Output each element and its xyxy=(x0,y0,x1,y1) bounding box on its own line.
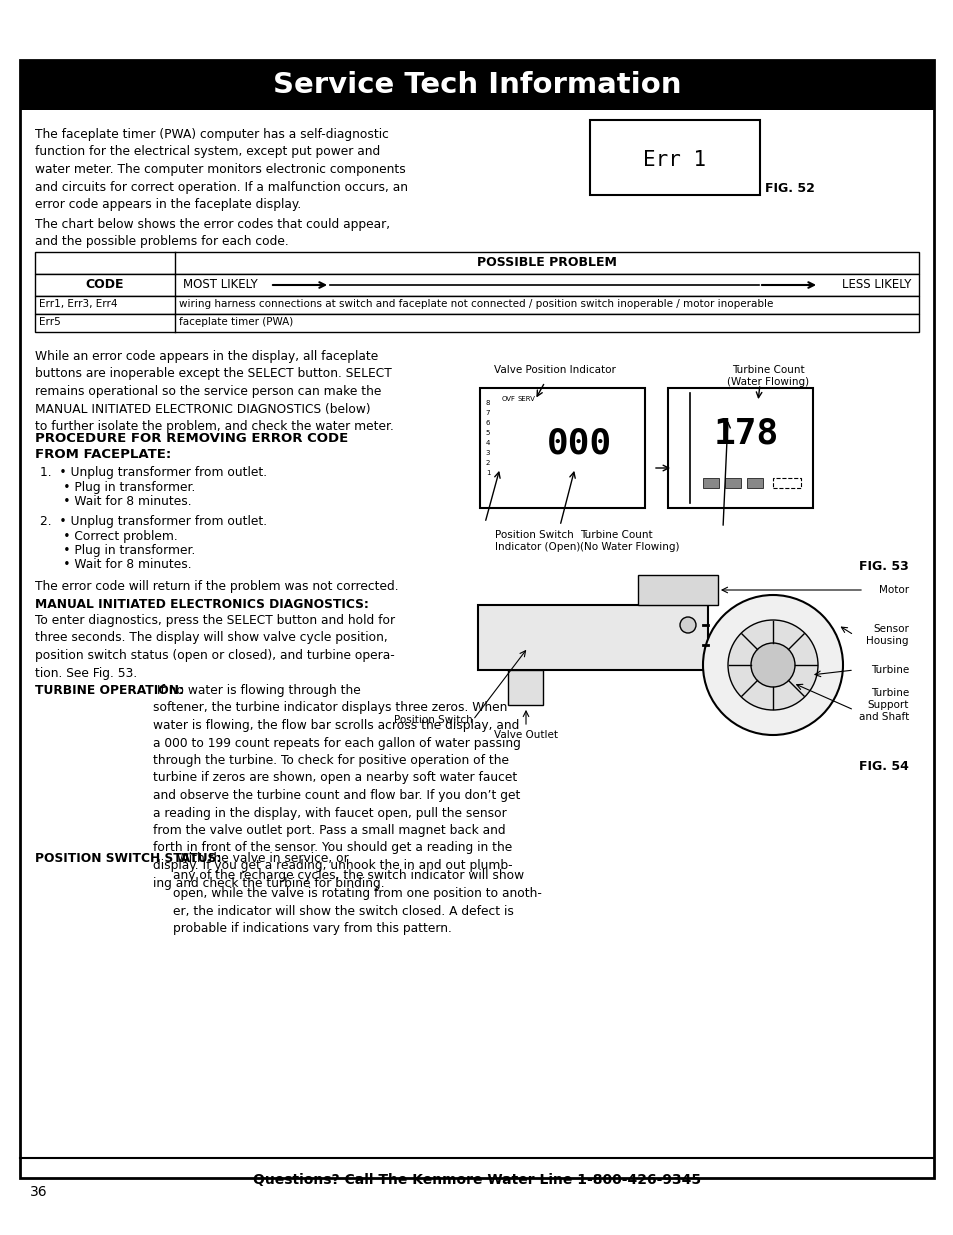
Text: 1: 1 xyxy=(485,471,490,475)
Circle shape xyxy=(702,595,842,735)
Text: Turbine Count
(No Water Flowing): Turbine Count (No Water Flowing) xyxy=(579,530,679,552)
Text: To enter diagnostics, press the SELECT button and hold for
three seconds. The di: To enter diagnostics, press the SELECT b… xyxy=(35,614,395,679)
Text: Questions? Call The Kenmore Water Line 1-800-426-9345: Questions? Call The Kenmore Water Line 1… xyxy=(253,1173,700,1187)
Text: Turbine Count
(Water Flowing): Turbine Count (Water Flowing) xyxy=(726,366,808,388)
Text: FROM FACEPLATE:: FROM FACEPLATE: xyxy=(35,448,172,461)
Text: MOST LIKELY: MOST LIKELY xyxy=(183,279,257,291)
Text: Valve Position Indicator: Valve Position Indicator xyxy=(494,366,616,375)
Bar xyxy=(20,61,933,110)
Bar xyxy=(35,252,918,274)
Bar xyxy=(724,478,740,488)
Text: Err5: Err5 xyxy=(39,317,61,327)
Bar xyxy=(702,478,719,488)
Text: • Plug in transformer.: • Plug in transformer. xyxy=(40,543,195,557)
Text: 178: 178 xyxy=(713,416,778,450)
Bar xyxy=(35,314,918,332)
Text: wiring harness connections at switch and faceplate not connected / position swit: wiring harness connections at switch and… xyxy=(179,299,773,309)
Text: Position Switch: Position Switch xyxy=(394,715,473,725)
Text: Err 1: Err 1 xyxy=(642,149,706,169)
Text: Position Switch
Indicator (Open): Position Switch Indicator (Open) xyxy=(495,530,579,552)
Bar xyxy=(589,120,760,195)
Text: TURBINE OPERATION:: TURBINE OPERATION: xyxy=(35,684,184,697)
Bar xyxy=(638,576,718,605)
Text: • Wait for 8 minutes.: • Wait for 8 minutes. xyxy=(40,495,192,508)
Text: 7: 7 xyxy=(485,410,490,416)
Circle shape xyxy=(727,620,817,710)
Circle shape xyxy=(679,618,696,634)
Text: 36: 36 xyxy=(30,1186,48,1199)
Text: 000: 000 xyxy=(547,426,612,459)
Bar xyxy=(477,605,707,671)
Text: Turbine: Turbine xyxy=(870,664,908,676)
Text: 5: 5 xyxy=(485,430,490,436)
Text: 1.  • Unplug transformer from outlet.: 1. • Unplug transformer from outlet. xyxy=(40,466,267,479)
Text: 4: 4 xyxy=(485,440,490,446)
Text: If no water is flowing through the
softener, the turbine indicator displays thre: If no water is flowing through the softe… xyxy=(152,684,520,889)
Text: Valve Outlet: Valve Outlet xyxy=(494,730,558,740)
Text: POSSIBLE PROBLEM: POSSIBLE PROBLEM xyxy=(476,257,617,269)
Bar xyxy=(35,274,918,296)
Text: SERV: SERV xyxy=(517,396,536,403)
Text: 2.  • Unplug transformer from outlet.: 2. • Unplug transformer from outlet. xyxy=(40,515,267,529)
Text: While an error code appears in the display, all faceplate
buttons are inoperable: While an error code appears in the displ… xyxy=(35,350,394,433)
Text: Turbine
Support
and Shaft: Turbine Support and Shaft xyxy=(858,688,908,721)
Text: 2: 2 xyxy=(485,459,490,466)
Text: • Wait for 8 minutes.: • Wait for 8 minutes. xyxy=(40,558,192,571)
Text: faceplate timer (PWA): faceplate timer (PWA) xyxy=(179,317,293,327)
Text: LESS LIKELY: LESS LIKELY xyxy=(841,279,910,291)
Circle shape xyxy=(750,643,794,687)
Text: MANUAL INITIATED ELECTRONICS DIAGNOSTICS:: MANUAL INITIATED ELECTRONICS DIAGNOSTICS… xyxy=(35,598,369,611)
Bar xyxy=(746,478,762,488)
Text: Sensor
Housing: Sensor Housing xyxy=(865,624,908,646)
Bar xyxy=(479,388,644,508)
Text: 6: 6 xyxy=(485,420,490,426)
Text: 8: 8 xyxy=(485,400,490,406)
Text: FIG. 53: FIG. 53 xyxy=(859,559,908,573)
Text: With the valve in service, or
any of the recharge cycles, the switch indicator w: With the valve in service, or any of the… xyxy=(172,852,541,935)
Text: FIG. 54: FIG. 54 xyxy=(859,760,908,773)
Text: PROCEDURE FOR REMOVING ERROR CODE: PROCEDURE FOR REMOVING ERROR CODE xyxy=(35,432,348,445)
Text: POSITION SWITCH STATUS:: POSITION SWITCH STATUS: xyxy=(35,852,221,864)
Bar xyxy=(772,478,801,488)
Text: CODE: CODE xyxy=(86,279,124,291)
Text: Motor: Motor xyxy=(878,585,908,595)
Text: • Correct problem.: • Correct problem. xyxy=(40,530,177,543)
Text: FIG. 52: FIG. 52 xyxy=(764,182,814,195)
Text: • Plug in transformer.: • Plug in transformer. xyxy=(40,480,195,494)
Text: Err1, Err3, Err4: Err1, Err3, Err4 xyxy=(39,299,117,309)
Text: OVF: OVF xyxy=(501,396,516,403)
Text: 3: 3 xyxy=(485,450,490,456)
Bar xyxy=(35,296,918,314)
Bar xyxy=(507,671,542,705)
Text: The chart below shows the error codes that could appear,
and the possible proble: The chart below shows the error codes th… xyxy=(35,219,390,248)
Bar xyxy=(667,388,812,508)
Text: The error code will return if the problem was not corrected.: The error code will return if the proble… xyxy=(35,580,398,593)
Text: The faceplate timer (PWA) computer has a self-diagnostic
function for the electr: The faceplate timer (PWA) computer has a… xyxy=(35,128,408,211)
Text: Service Tech Information: Service Tech Information xyxy=(273,70,680,99)
